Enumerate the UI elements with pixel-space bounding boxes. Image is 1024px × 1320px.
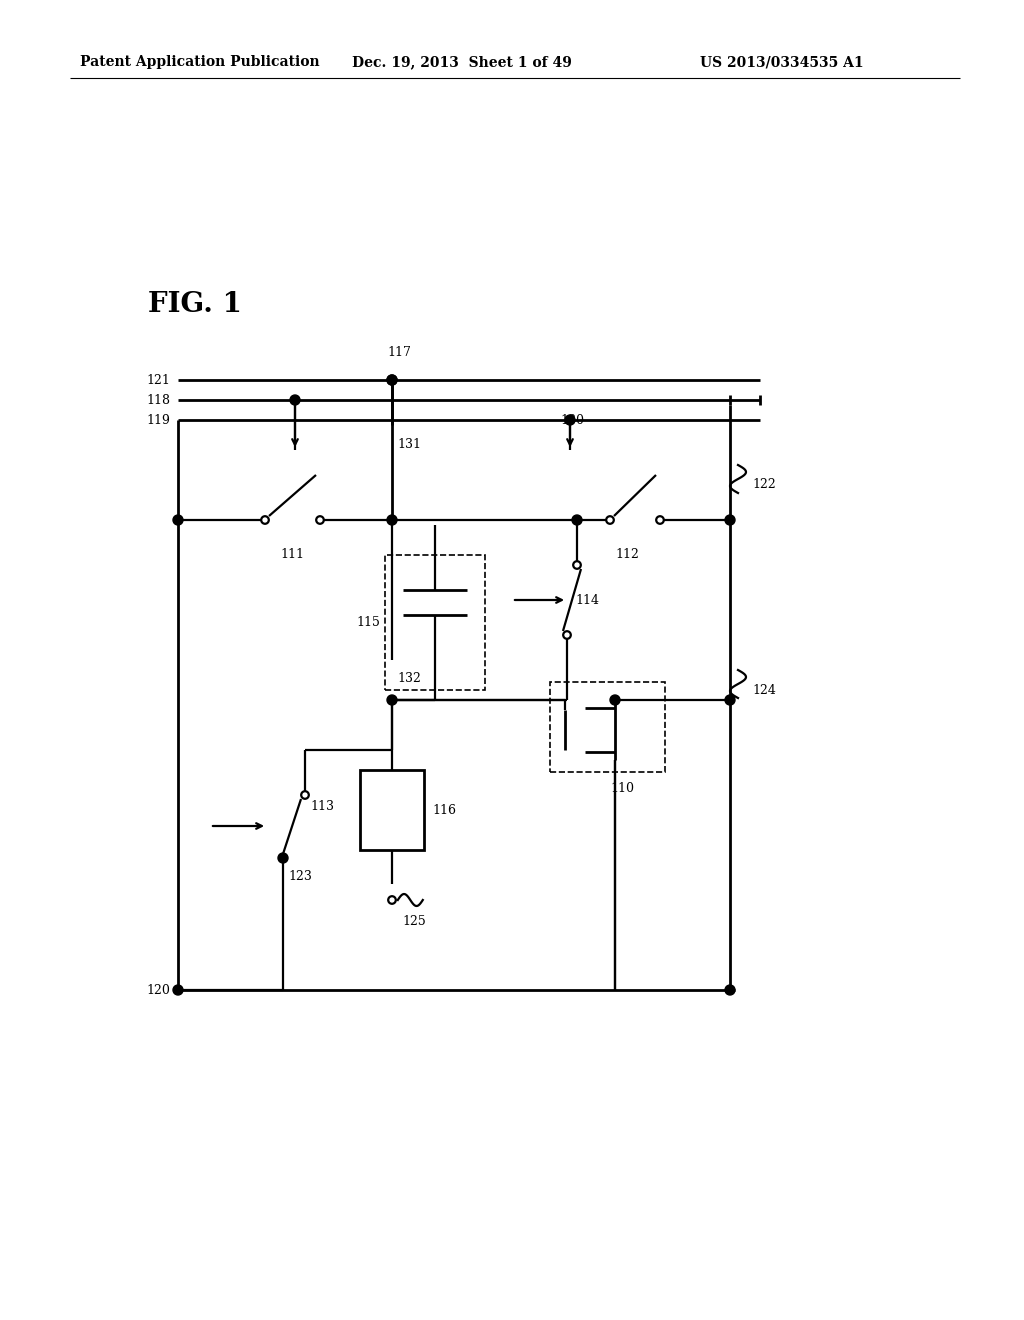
Circle shape (572, 515, 582, 525)
Text: 121: 121 (146, 374, 170, 387)
Circle shape (278, 853, 288, 863)
Text: 125: 125 (402, 915, 426, 928)
Text: 115: 115 (356, 615, 380, 628)
Circle shape (388, 896, 396, 904)
Circle shape (656, 516, 664, 524)
Text: US 2013/0334535 A1: US 2013/0334535 A1 (700, 55, 863, 69)
Text: 131: 131 (397, 438, 421, 451)
Circle shape (261, 516, 268, 524)
Text: 118: 118 (146, 393, 170, 407)
Text: 114: 114 (575, 594, 599, 606)
Text: 117: 117 (387, 346, 411, 359)
Text: 124: 124 (752, 684, 776, 697)
Circle shape (565, 414, 575, 425)
Text: 130: 130 (560, 413, 584, 426)
Circle shape (606, 516, 613, 524)
Circle shape (725, 696, 735, 705)
Text: Patent Application Publication: Patent Application Publication (80, 55, 319, 69)
Text: 116: 116 (432, 804, 456, 817)
Circle shape (301, 791, 309, 799)
Bar (385, 554, 485, 690)
Circle shape (387, 375, 397, 385)
Text: 122: 122 (752, 479, 776, 491)
Text: 110: 110 (610, 781, 634, 795)
Text: 119: 119 (146, 413, 170, 426)
Circle shape (573, 561, 581, 569)
Text: 120: 120 (146, 983, 170, 997)
Bar (550, 682, 665, 772)
Circle shape (387, 696, 397, 705)
Circle shape (290, 395, 300, 405)
Circle shape (563, 631, 570, 639)
Text: FIG. 1: FIG. 1 (148, 292, 242, 318)
Circle shape (725, 985, 735, 995)
Circle shape (173, 985, 183, 995)
Text: 123: 123 (288, 870, 312, 883)
Text: 132: 132 (397, 672, 421, 685)
Bar (360, 770, 424, 850)
Text: 111: 111 (280, 548, 304, 561)
Circle shape (387, 375, 397, 385)
Circle shape (316, 516, 324, 524)
Text: Dec. 19, 2013  Sheet 1 of 49: Dec. 19, 2013 Sheet 1 of 49 (352, 55, 571, 69)
Circle shape (725, 515, 735, 525)
Circle shape (387, 515, 397, 525)
Text: 112: 112 (615, 548, 639, 561)
Circle shape (173, 515, 183, 525)
Text: 113: 113 (310, 800, 334, 813)
Circle shape (610, 696, 620, 705)
